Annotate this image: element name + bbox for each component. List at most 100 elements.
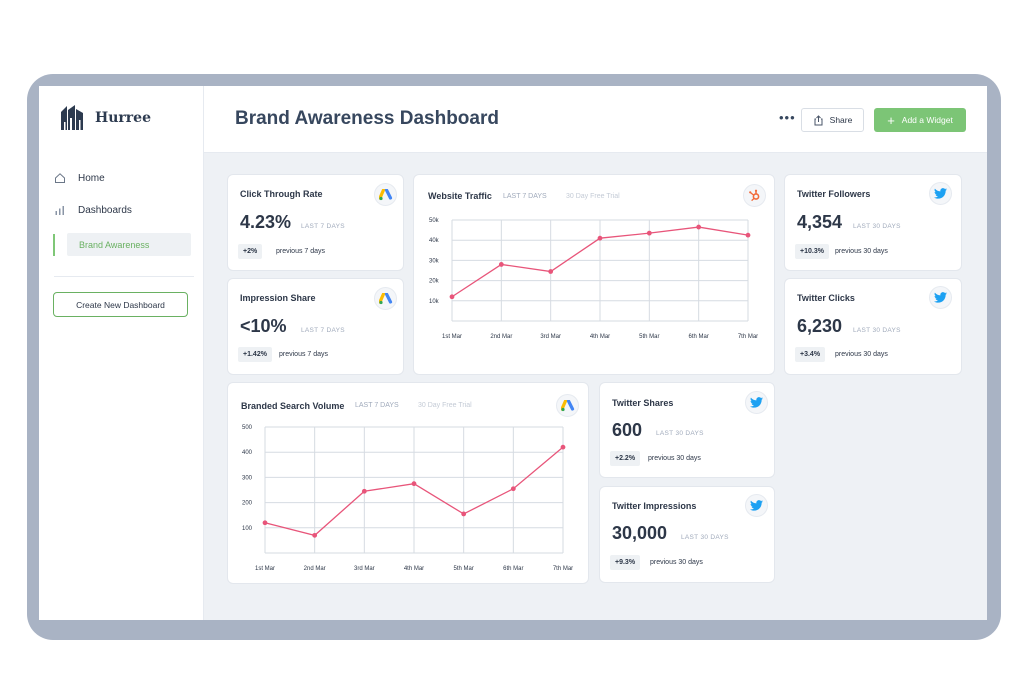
x-tick-label: 2nd Mar [490, 334, 512, 340]
y-tick-label: 300 [242, 475, 253, 481]
widget-title: Website Traffic [428, 191, 492, 201]
google-ads-icon [374, 287, 397, 310]
compare-label: previous 30 days [835, 248, 888, 255]
widget-impression-share[interactable]: Impression Share <10% LAST 7 DAYS +1.42%… [227, 278, 404, 375]
x-tick-label: 7th Mar [738, 334, 758, 340]
y-tick-label: 100 [242, 526, 253, 532]
share-button[interactable]: Share [801, 108, 864, 132]
widget-twitter-shares[interactable]: Twitter Shares 600 LAST 30 DAYS +2.2% pr… [599, 382, 775, 478]
metric-period: LAST 30 DAYS [853, 327, 901, 334]
metric-value: 600 [612, 420, 643, 440]
x-tick-label: 1st Mar [255, 566, 275, 572]
google-ads-icon [374, 183, 397, 206]
metric-value: <10% [240, 316, 287, 336]
trial-label: 30 Day Free Trial [566, 193, 620, 200]
website-traffic-chart: 10k 20k 30k 40k 50k 1st Mar 2nd Mar 3rd Mar 4th … [429, 218, 758, 340]
share-label: Share [829, 115, 853, 125]
metric-period: LAST 30 DAYS [656, 430, 704, 437]
add-widget-label: Add a Widget [901, 115, 953, 125]
x-tick-label: 2nd Mar [304, 566, 326, 572]
more-options-button[interactable]: ••• [779, 110, 796, 125]
data-point [646, 230, 652, 236]
change-badge: +9.3% [610, 555, 641, 570]
compare-label: previous 7 days [276, 248, 326, 255]
widget-title: Twitter Followers [797, 189, 871, 199]
data-point [461, 511, 467, 517]
hurree-logo-icon [61, 105, 83, 130]
app-window: Hurree Home Dashboards Brand Awareness C… [39, 86, 987, 620]
data-point [449, 294, 455, 300]
data-point [560, 444, 566, 450]
compare-label: previous 30 days [648, 455, 701, 462]
x-tick-label: 3rd Mar [540, 334, 561, 340]
trial-label: 30 Day Free Trial [418, 402, 472, 409]
plus-icon: + [887, 112, 895, 128]
widget-website-traffic[interactable]: Website Traffic LAST 7 DAYS 30 Day Free … [413, 174, 775, 375]
x-tick-label: 4th Mar [590, 334, 610, 340]
sidebar-item-brand-awareness[interactable]: Brand Awareness [67, 233, 191, 256]
change-badge: +2% [238, 244, 263, 259]
metric-value: 30,000 [612, 523, 668, 543]
widget-title: Branded Search Volume [241, 401, 345, 411]
data-point [411, 481, 417, 487]
divider [54, 276, 194, 277]
twitter-icon [929, 286, 952, 309]
widget-title: Click Through Rate [240, 189, 323, 199]
widget-title: Impression Share [240, 293, 316, 303]
x-tick-label: 5th Mar [453, 566, 473, 572]
metric-period: LAST 30 DAYS [681, 534, 729, 541]
chart-period: LAST 7 DAYS [355, 402, 399, 409]
sidebar-item-label: Dashboards [78, 204, 132, 216]
metric-value: 4.23% [240, 212, 292, 232]
y-tick-label: 500 [242, 425, 253, 431]
compare-label: previous 30 days [650, 559, 703, 566]
y-tick-label: 400 [242, 450, 253, 456]
dashboard-grid: Click Through Rate 4.23% LAST 7 DAYS +2%… [204, 153, 987, 620]
x-tick-label: 1st Mar [442, 334, 462, 340]
widget-click-through-rate[interactable]: Click Through Rate 4.23% LAST 7 DAYS +2%… [227, 174, 404, 271]
sidebar: Hurree Home Dashboards Brand Awareness C… [39, 86, 204, 620]
y-tick-label: 50k [429, 218, 440, 224]
metric-period: LAST 7 DAYS [301, 223, 345, 230]
change-badge: +3.4% [795, 347, 826, 362]
data-point [312, 532, 318, 538]
header: Brand Awareness Dashboard ••• Share + Ad… [204, 86, 987, 153]
google-ads-icon [556, 394, 579, 417]
y-tick-label: 10k [429, 299, 440, 305]
x-tick-label: 5th Mar [639, 334, 659, 340]
y-tick-label: 30k [429, 258, 440, 264]
y-tick-label: 40k [429, 238, 440, 244]
data-point [548, 269, 554, 274]
change-badge: +10.3% [795, 244, 829, 259]
compare-label: previous 7 days [279, 351, 329, 358]
sidebar-item-home[interactable]: Home [54, 172, 105, 184]
widget-twitter-impressions[interactable]: Twitter Impressions 30,000 LAST 30 DAYS … [599, 486, 775, 583]
x-tick-label: 6th Mar [503, 566, 523, 572]
widget-branded-search-volume[interactable]: Branded Search Volume LAST 7 DAYS 30 Day… [227, 382, 589, 584]
add-widget-button[interactable]: + Add a Widget [874, 108, 966, 132]
widget-twitter-followers[interactable]: Twitter Followers 4,354 LAST 30 DAYS +10… [784, 174, 962, 271]
hubspot-icon [743, 184, 766, 207]
data-point [262, 520, 268, 526]
x-tick-label: 4th Mar [404, 566, 424, 572]
x-tick-label: 3rd Mar [354, 566, 375, 572]
twitter-icon [745, 494, 768, 517]
logo[interactable]: Hurree [59, 104, 151, 132]
data-point [498, 262, 504, 267]
sidebar-item-dashboards[interactable]: Dashboards [54, 204, 132, 216]
sidebar-item-label: Home [78, 172, 105, 184]
bar-chart-icon [55, 206, 64, 215]
compare-label: previous 30 days [835, 351, 888, 358]
x-tick-label: 6th Mar [688, 334, 708, 340]
change-badge: +2.2% [610, 451, 641, 466]
create-dashboard-button[interactable]: Create New Dashboard [53, 292, 188, 317]
metric-value: 4,354 [797, 212, 843, 232]
metric-value: 6,230 [797, 316, 843, 336]
chart-period: LAST 7 DAYS [503, 193, 547, 200]
change-badge: +1.42% [238, 347, 272, 362]
brand-name: Hurree [95, 110, 151, 126]
x-tick-label: 7th Mar [553, 566, 573, 572]
widget-title: Twitter Shares [612, 398, 674, 408]
metric-period: LAST 7 DAYS [301, 327, 345, 334]
widget-twitter-clicks[interactable]: Twitter Clicks 6,230 LAST 30 DAYS +3.4% … [784, 278, 962, 375]
